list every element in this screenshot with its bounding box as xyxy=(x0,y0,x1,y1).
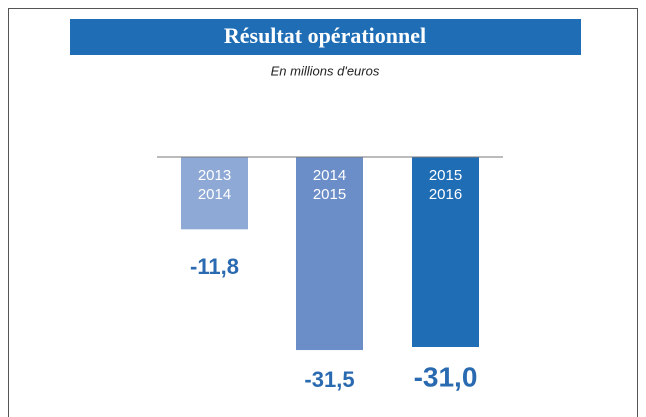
x-tick-label: 2013 xyxy=(198,167,231,184)
x-tick-label: 2015 xyxy=(429,167,462,184)
bar xyxy=(181,157,248,230)
value-label: -31,0 xyxy=(414,361,478,392)
bar xyxy=(296,157,363,351)
x-tick-label: 2016 xyxy=(429,186,462,203)
frame xyxy=(8,8,638,417)
chart-title: Résultat opérationnel xyxy=(224,23,426,48)
bar xyxy=(412,157,479,347)
value-label: -31,5 xyxy=(304,367,354,392)
x-tick-label: 2014 xyxy=(313,167,346,184)
chart-subtitle: En millions d'euros xyxy=(271,63,380,78)
x-tick-label: 2014 xyxy=(198,186,231,203)
x-tick-label: 2015 xyxy=(313,186,346,203)
title-bar xyxy=(70,19,581,55)
value-label: -11,8 xyxy=(190,254,239,279)
